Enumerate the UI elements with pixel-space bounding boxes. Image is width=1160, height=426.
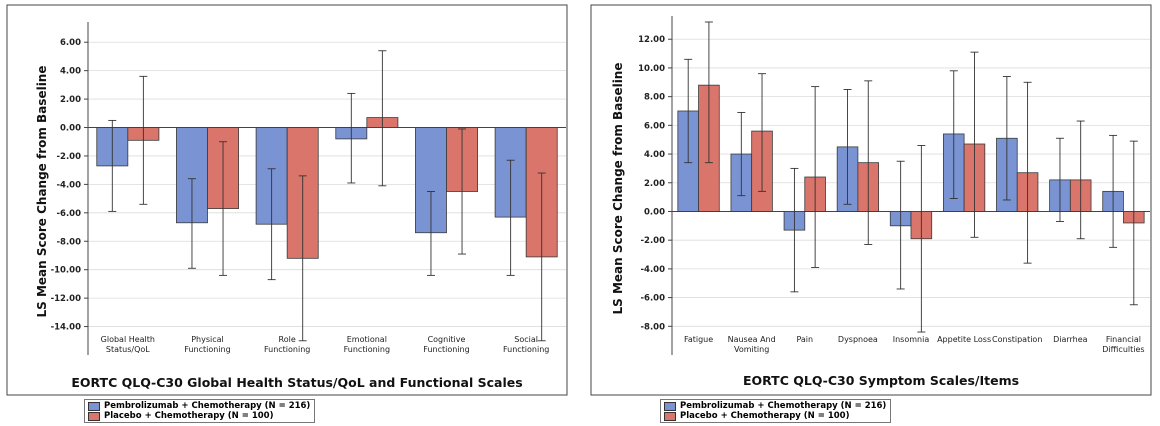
x-axis-title: EORTC QLQ-C30 Global Health Status/QoL a…: [71, 375, 522, 390]
legend-entry: Placebo + Chemotherapy (N = 100): [88, 411, 310, 421]
x-axis-title: EORTC QLQ-C30 Symptom Scales/Items: [743, 373, 1019, 388]
y-tick-label: -4.00: [57, 180, 82, 190]
y-tick-label: 2.00: [644, 179, 665, 189]
y-tick-label: -8.00: [641, 322, 666, 332]
legend-entry: Placebo + Chemotherapy (N = 100): [664, 411, 886, 421]
y-tick-label: -14.00: [51, 323, 81, 333]
legend-swatch: [88, 411, 100, 421]
chart-legend: Pembrolizumab + Chemotherapy (N = 216) P…: [84, 399, 316, 423]
x-tick-label: Physical: [191, 335, 224, 344]
y-tick-label: 10.00: [638, 64, 665, 74]
y-tick-label: -10.00: [51, 266, 81, 276]
x-tick-label: Role: [279, 335, 296, 344]
y-axis-title: LS Mean Score Change from Baseline: [35, 66, 49, 318]
y-tick-label: -6.00: [641, 294, 666, 304]
y-tick-label: 12.00: [638, 35, 665, 45]
y-tick-label: 0.00: [60, 124, 81, 134]
y-tick-label: -2.00: [57, 152, 82, 162]
legend-label: Pembrolizumab + Chemotherapy (N = 216): [104, 401, 311, 411]
chart-frame: [6, 4, 568, 396]
legend-swatch: [664, 411, 676, 421]
y-tick-label: 0.00: [644, 207, 665, 217]
y-tick-label: -6.00: [57, 209, 82, 219]
legend-swatch: [664, 401, 676, 411]
legend-entry: Pembrolizumab + Chemotherapy (N = 216): [88, 401, 310, 411]
functional-scales-chart: 6.00 4.00 2.00 0.00 -2.00 -4.00 -6.00 -8.00 -10.…: [6, 4, 568, 396]
x-tick-label: Diarrhea: [1053, 335, 1088, 344]
legend-entry: Pembrolizumab + Chemotherapy (N = 216): [664, 401, 886, 411]
y-tick-label: -12.00: [51, 294, 81, 304]
legend-label: Placebo + Chemotherapy (N = 100): [680, 411, 850, 421]
y-tick-label: 4.00: [60, 67, 81, 77]
y-tick-label: 2.00: [60, 95, 81, 105]
legend-swatch: [88, 401, 100, 411]
x-tick-label: Nausea And: [728, 335, 776, 344]
y-tick-label: 6.00: [644, 121, 665, 131]
x-tick-label: Appetite Loss: [937, 335, 991, 344]
y-tick-label: -8.00: [57, 237, 82, 247]
x-tick-label: Vomiting: [734, 345, 769, 354]
y-tick-label: 4.00: [644, 150, 665, 160]
x-tick-label: Functioning: [503, 345, 549, 354]
x-tick-label: Constipation: [992, 335, 1042, 344]
x-tick-label: Cognitive: [428, 335, 466, 344]
legend-label: Pembrolizumab + Chemotherapy (N = 216): [680, 401, 887, 411]
x-tick-label: Dyspnoea: [838, 335, 878, 344]
chart-legend: Pembrolizumab + Chemotherapy (N = 216) P…: [660, 399, 892, 423]
chart-frame: [590, 4, 1152, 396]
x-tick-label: Functioning: [264, 345, 310, 354]
legend-label: Placebo + Chemotherapy (N = 100): [104, 411, 274, 421]
x-tick-label: Emotional: [347, 335, 387, 344]
symptom-scales-chart: 12.00 10.00 8.00 6.00 4.00 2.00 0.00 -2.00 -4.00…: [590, 4, 1152, 396]
x-tick-label: Social: [514, 335, 538, 344]
x-tick-label: Pain: [796, 335, 813, 344]
x-tick-label: Status/QoL: [106, 345, 150, 354]
x-tick-label: Fatigue: [684, 335, 713, 344]
x-tick-label: Financial: [1106, 335, 1141, 344]
chart-panel-functional-scales: 6.00 4.00 2.00 0.00 -2.00 -4.00 -6.00 -8.00 -10.…: [0, 0, 576, 426]
x-tick-label: Functioning: [344, 345, 390, 354]
x-tick-label: Difficulties: [1102, 345, 1144, 354]
x-tick-label: Insomnia: [893, 335, 930, 344]
y-tick-label: -2.00: [641, 236, 666, 246]
y-tick-label: 6.00: [60, 38, 81, 48]
y-axis-title: LS Mean Score Change from Baseline: [611, 63, 625, 315]
x-tick-label: Functioning: [423, 345, 469, 354]
y-tick-label: 8.00: [644, 93, 665, 103]
chart-panel-symptom-scales: 12.00 10.00 8.00 6.00 4.00 2.00 0.00 -2.00 -4.00…: [584, 0, 1160, 426]
y-tick-label: -4.00: [641, 265, 666, 275]
x-tick-label: Functioning: [184, 345, 230, 354]
x-tick-label: Global Health: [101, 335, 155, 344]
